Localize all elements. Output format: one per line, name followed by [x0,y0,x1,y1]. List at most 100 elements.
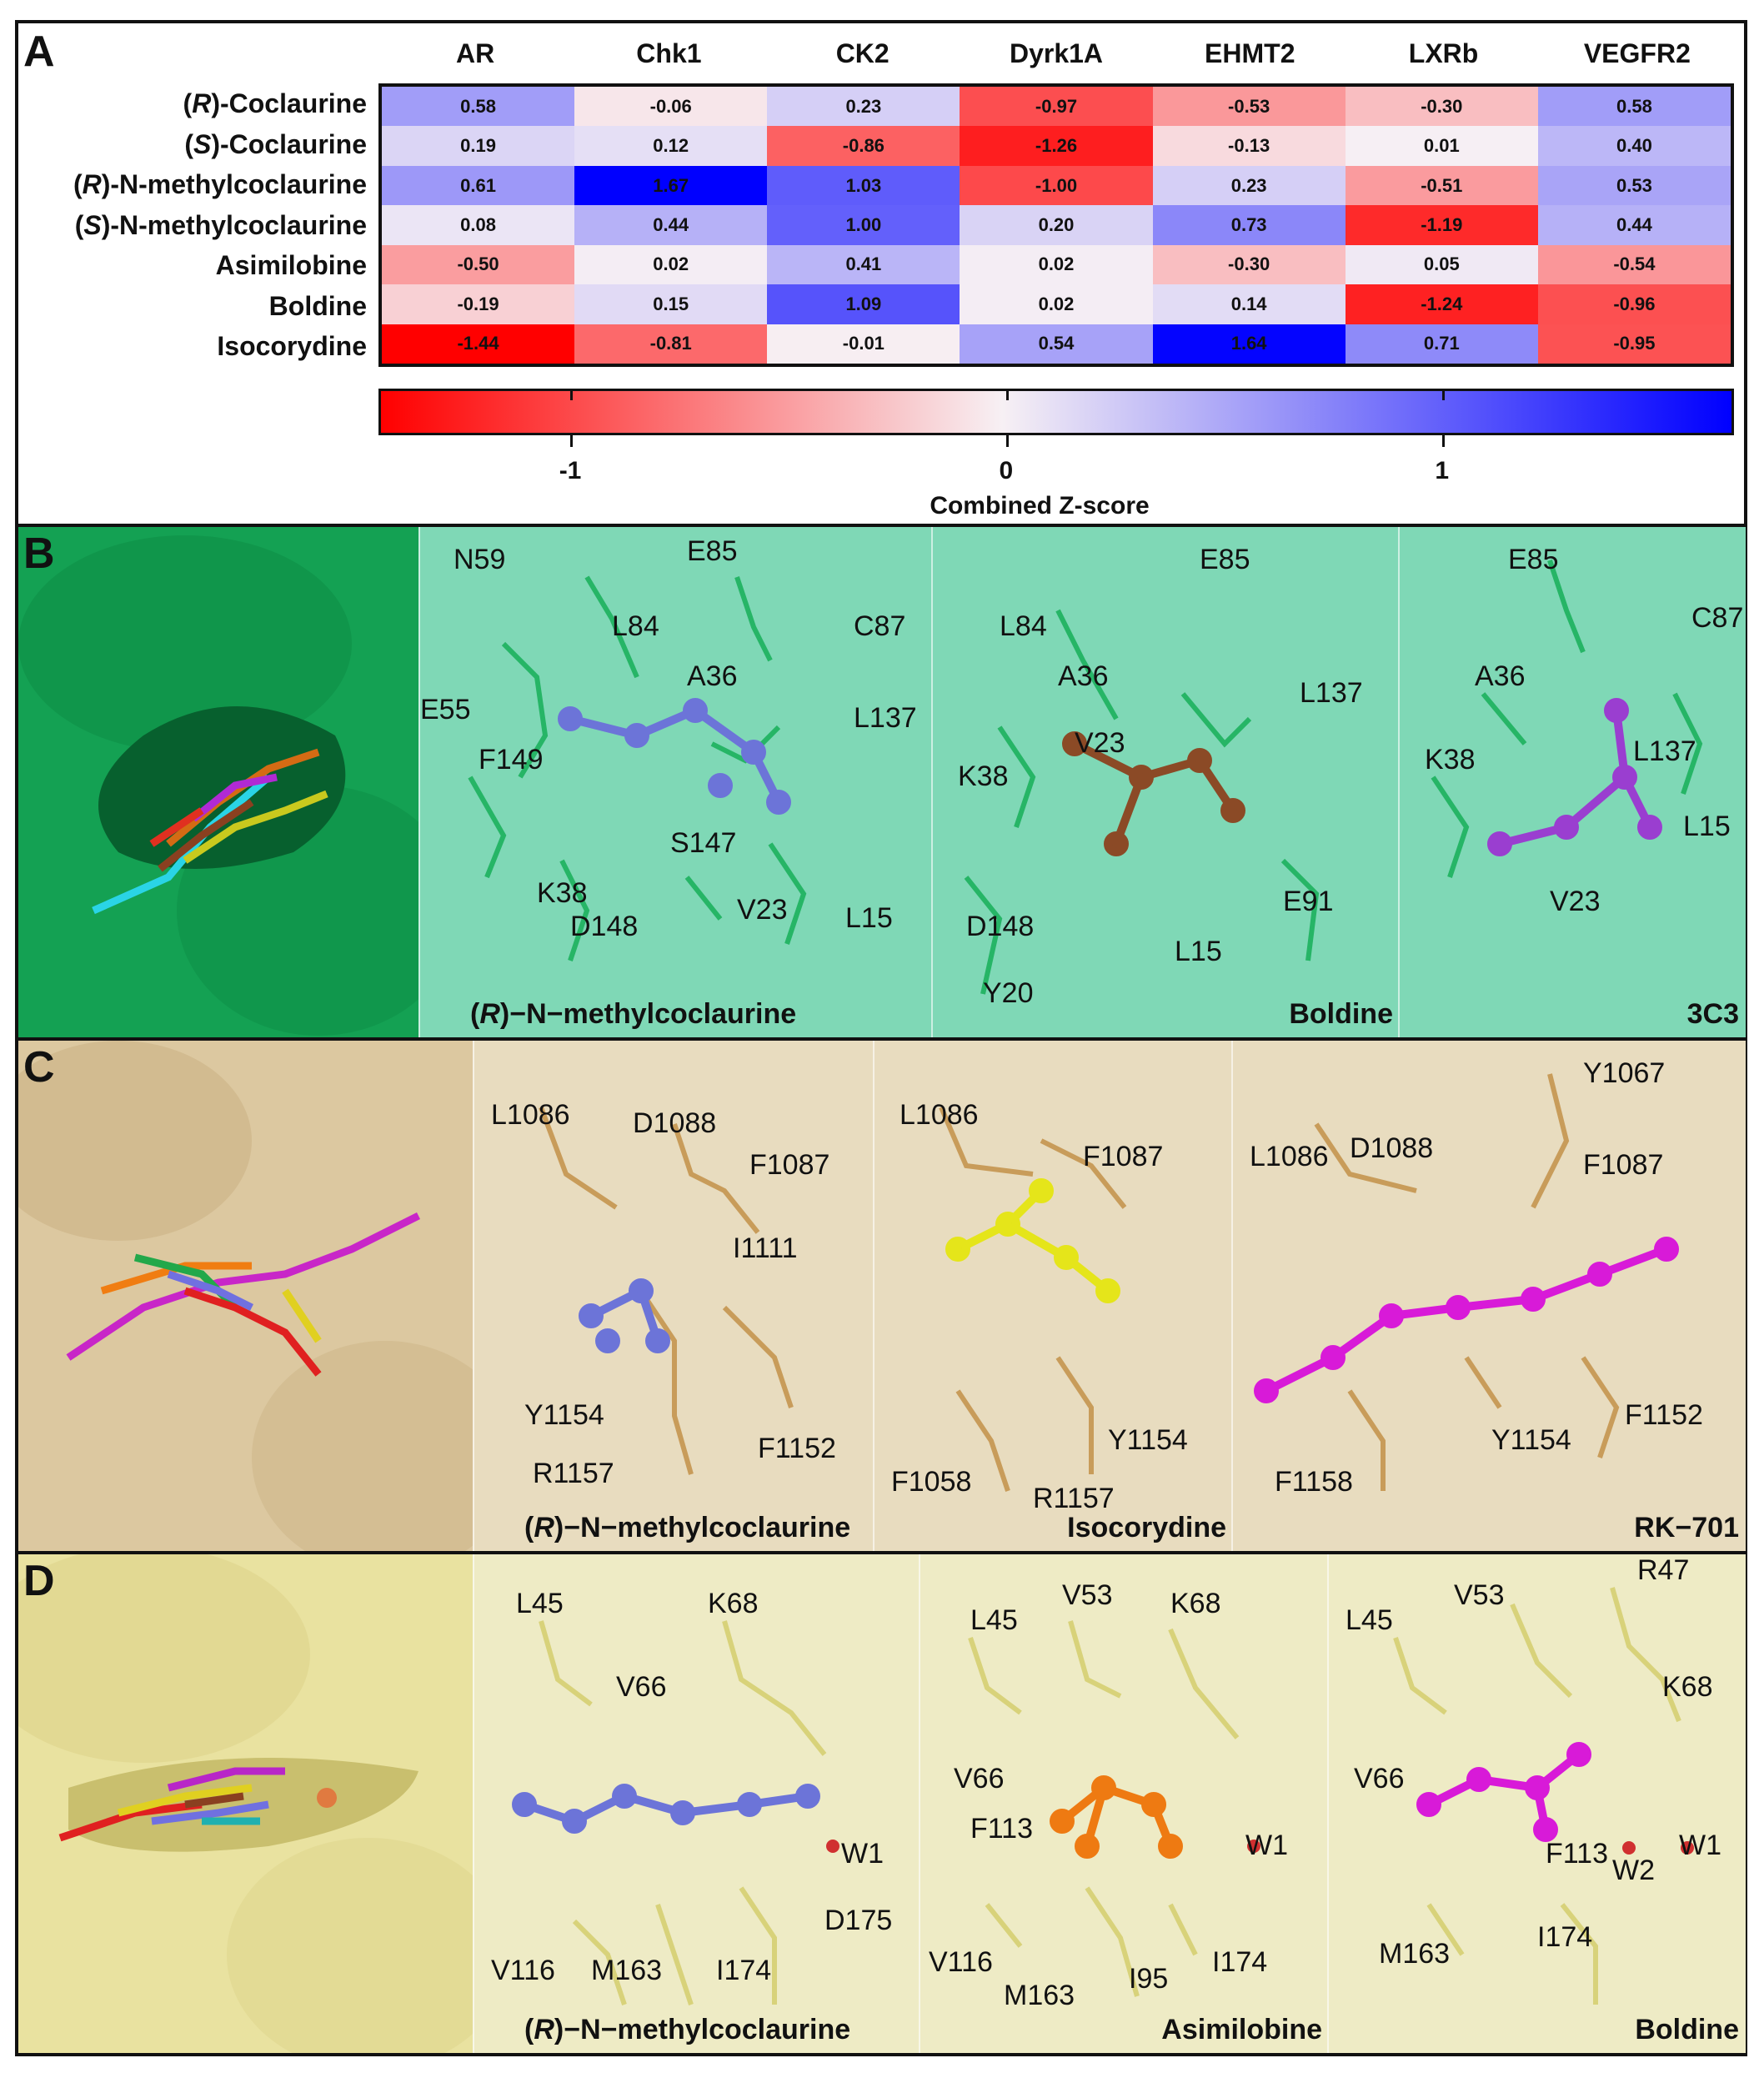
residue-label: L137 [1300,677,1363,709]
heatmap-cell: 0.05 [1345,244,1538,285]
heatmap-cell: -1.19 [1345,205,1538,245]
residue-label: R47 [1637,1554,1690,1586]
residue-label: V116 [491,1955,555,1986]
residue-label: L45 [516,1588,564,1619]
heatmap-cell: 0.44 [1537,205,1731,245]
column-header-ar: AR [456,38,495,68]
heatmap-cell: 1.64 [1152,324,1346,364]
colorbar-tick-label: 0 [999,457,1014,484]
residue-label: V66 [616,1671,667,1703]
heatmap-cell: 0.73 [1152,205,1346,245]
residue-label: Y1154 [1491,1424,1571,1456]
surface-view-c [18,1041,473,1551]
residue-label: V23 [1550,886,1601,917]
colorbar [378,389,1734,435]
heatmap-cell: 0.01 [1345,126,1538,166]
residue-label: Y1154 [1108,1424,1188,1456]
heatmap-cell: -0.95 [1537,324,1731,364]
heatmap-cell: 0.08 [382,205,575,245]
ligand-overlay [92,748,328,915]
column-header-ehmt2: EHMT2 [1205,38,1295,68]
heatmap-cell: -0.50 [382,244,575,285]
residue-label: F113 [970,1813,1033,1845]
residue-label: I95 [1129,1963,1169,1995]
residue-label: K68 [1662,1671,1713,1703]
residue-label: M163 [1379,1938,1451,1970]
heatmap-cell: -0.13 [1152,126,1346,166]
heatmap-cell: 0.61 [382,165,575,206]
residue-label: L84 [612,610,659,642]
residue-label: E85 [1200,544,1250,575]
panel-letter-b: B [23,530,55,578]
residue-label: I174 [1537,1921,1593,1953]
residue-label: D148 [966,911,1035,942]
ligand-ball-stick [945,1178,1120,1303]
binding-view-c3: Y1067 L1086 D1088 F1087 F1152 Y1154 F1158 RK−7… [1231,1041,1746,1551]
residue-label: F1087 [1583,1149,1664,1181]
residue-label: I174 [716,1955,772,1986]
heatmap-cell: -1.26 [960,126,1153,166]
residue-label: N59 [454,544,506,575]
row-label: Boldine [268,290,367,321]
residue-label: K38 [958,760,1009,792]
panel-a-heatmap: A AR Chk1 CK2 Dyrk1A EHMT2 LXRb VEGFR2 (R)-Coc… [18,23,1744,524]
panel-letter-a: A [23,28,55,76]
heatmap-cell: -0.30 [1345,87,1538,127]
residue-label: V53 [1062,1579,1113,1611]
column-header-chk1: Chk1 [636,38,702,68]
residue-label: W1 [1245,1830,1288,1861]
ligand-overlay [58,1767,285,1842]
surface-view-d [18,1554,473,2053]
residue-label: L45 [970,1604,1018,1636]
heatmap-cell: 0.20 [960,205,1153,245]
residue-label: D1088 [633,1107,717,1139]
heatmap-cell: 0.40 [1537,126,1731,166]
ligand-ball-stick [579,1278,670,1353]
residue-label: W2 [1612,1855,1655,1886]
panel-b-structures: B [18,524,1746,1037]
ligand-ball-stick [1050,1775,1183,1859]
heatmap-cell: 0.02 [960,284,1153,324]
column-header-ck2: CK2 [835,38,890,68]
ligand-ball-stick [1062,731,1245,856]
heatmap-cell: 0.02 [574,244,768,285]
residue-label: L15 [845,902,893,934]
residue-label: K68 [708,1588,759,1619]
ligand-ball-stick [558,698,791,815]
heatmap-cell: -0.19 [382,284,575,324]
residue-label: E85 [1508,544,1559,575]
colorbar-title: Combined Z-score [930,492,1150,520]
heatmap-cell: 0.15 [574,284,768,324]
ligand-ball-stick [1416,1742,1591,1842]
binding-view-b3: E85 C87 A36 K38 L137 L15 V23 3C3 [1398,527,1746,1037]
heatmap-cell: 0.54 [960,324,1153,364]
residue-label: M163 [1004,1980,1075,2011]
heatmap-cell: -0.81 [574,324,768,364]
column-header-lxrb: LXRb [1408,38,1479,68]
residue-label: E55 [420,694,471,725]
binding-view-b2: E85 L84 A36 L137 K38 V23 D148 L15 E91 Y20 Boldine [931,527,1400,1037]
colorbar-tick-label: -1 [559,457,582,484]
structure-caption: Boldine [1289,998,1393,1030]
binding-view-c1: L1086 D1088 F1087 I1111 Y1154 F1152 R1157 (R)−… [473,1041,874,1551]
residue-label: V116 [929,1946,993,1978]
residue-label: L84 [1000,610,1047,642]
heatmap-cell: 1.03 [767,165,960,206]
heatmap-cell: 0.02 [960,244,1153,285]
residue-label: V53 [1454,1579,1505,1611]
ligand-overlay [66,1212,421,1377]
column-header-dyrk1a: Dyrk1A [1009,38,1104,68]
row-label: (S)-Coclaurine [184,128,367,159]
heatmap-cell: -0.30 [1152,244,1346,285]
structure-caption: RK−701 [1634,1512,1739,1543]
residue-label: Y1067 [1583,1057,1666,1089]
heatmap-cell: 1.67 [574,165,768,206]
residue-label: L137 [1633,735,1696,767]
residue-label: L15 [1175,936,1222,967]
residue-label: K38 [537,877,588,909]
residue-label: V66 [954,1763,1005,1794]
residue-label: F1152 [1625,1399,1703,1431]
heatmap-cell: 0.71 [1345,324,1538,364]
residue-label: A36 [687,660,738,692]
heatmap-grid: 0.58 -0.06 0.23 -0.97 -0.53 -0.30 0.58 0.19 0.12… [378,83,1734,367]
